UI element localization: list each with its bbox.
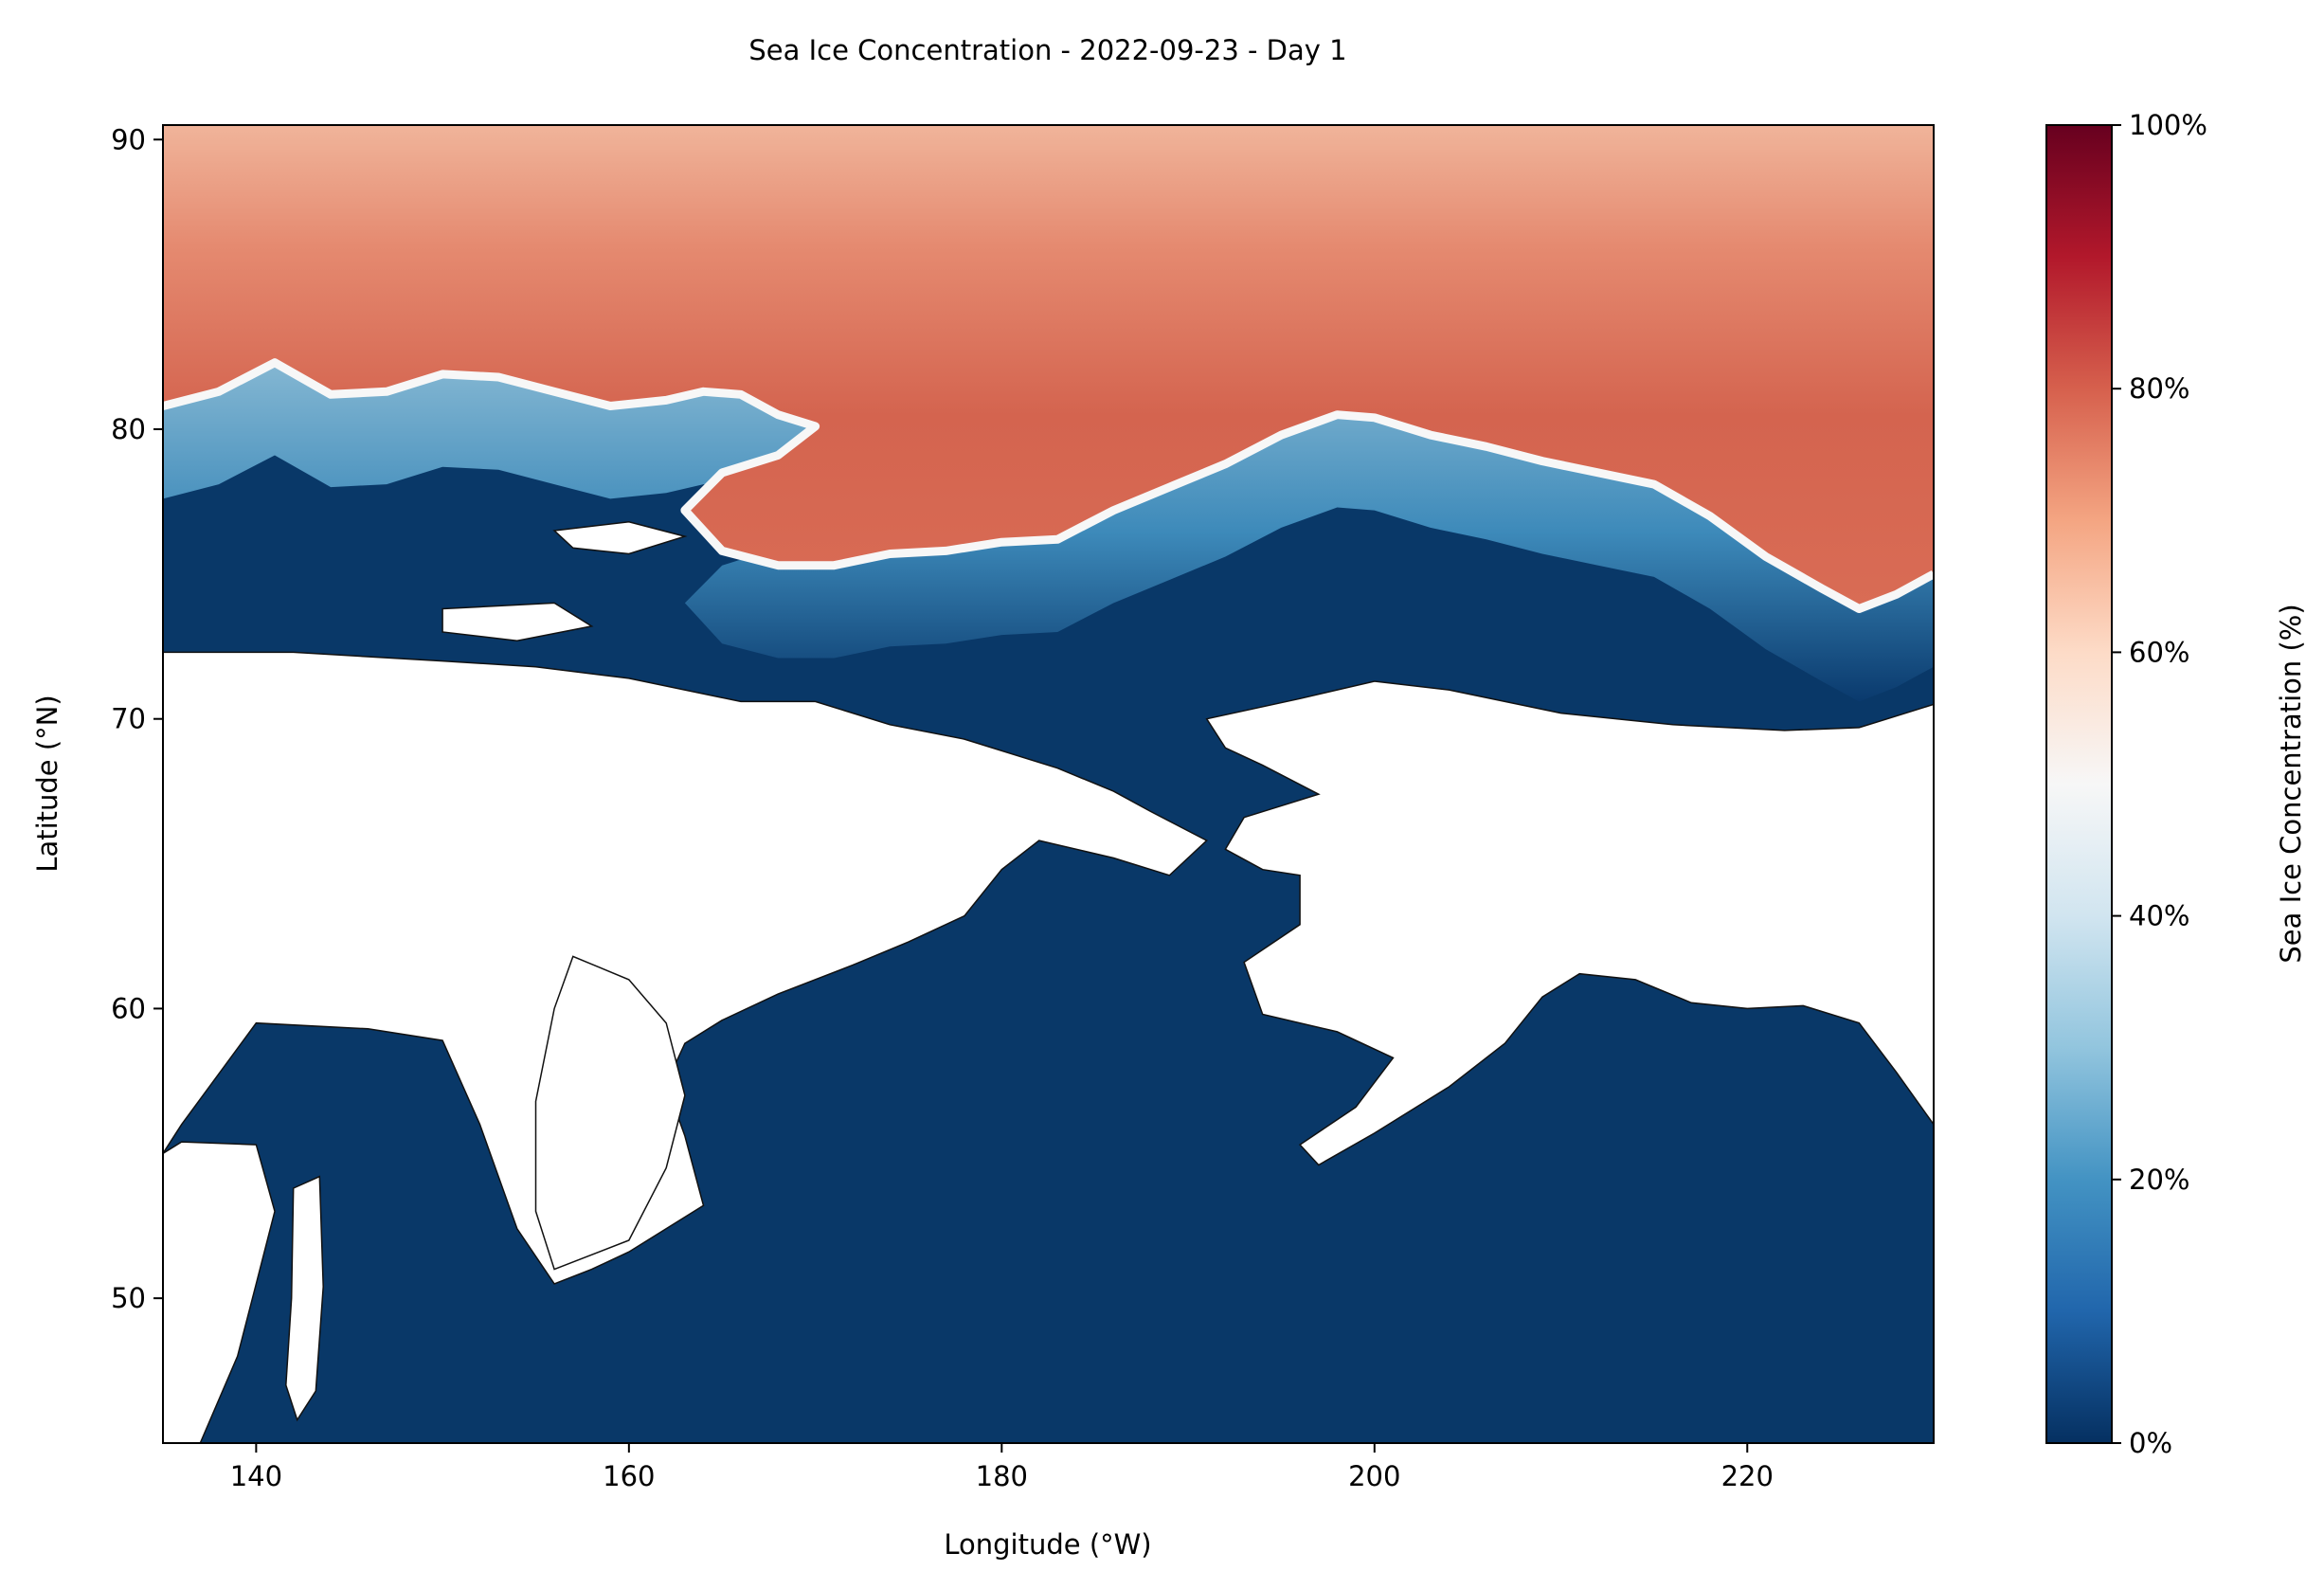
land-siberia (163, 651, 1208, 1285)
x-axis-ticks: 140 160 180 200 220 (230, 1443, 1774, 1492)
colorbar-body (2045, 124, 2113, 1444)
x-tick-label: 220 (1721, 1460, 1774, 1492)
colorbar-tick-label: 0% (2129, 1427, 2172, 1459)
colorbar-tick-label: 60% (2129, 636, 2189, 668)
colorbar-ticks: 0% 20% 40% 60% 80% 100% (2112, 109, 2207, 1459)
land-wrangel (552, 521, 688, 555)
colorbar-tick-label: 20% (2129, 1164, 2189, 1196)
plot-area (163, 125, 1934, 1443)
x-tick-label: 180 (976, 1460, 1028, 1492)
colorbar-tick-label: 40% (2129, 900, 2189, 932)
ice-edge-contour (163, 358, 1934, 613)
y-tick-label: 70 (111, 703, 146, 735)
y-axis-ticks: 50 60 70 80 90 (111, 123, 163, 1314)
y-tick-label: 50 (111, 1282, 146, 1314)
y-axis-label: Latitude (°N) (31, 695, 63, 872)
x-tick-label: 200 (1348, 1460, 1400, 1492)
land-kamchatka (534, 955, 686, 1271)
colorbar: 0% 20% 40% 60% 80% 100% Sea Ice Concentration… (2045, 109, 2307, 1459)
land-chukotka-coast (163, 1141, 276, 1443)
x-tick-label: 140 (230, 1460, 282, 1492)
pack-ice-region (163, 125, 1934, 609)
chart-title: Sea Ice Concentration - 2022-09-23 - Day… (748, 34, 1346, 66)
colorbar-tick-label: 100% (2129, 109, 2207, 141)
x-tick-label: 160 (603, 1460, 655, 1492)
land-sakhalin (285, 1175, 324, 1422)
ice-layer (163, 125, 1934, 702)
axes-frame (162, 124, 1935, 1444)
y-tick-label: 90 (111, 123, 146, 155)
marginal-ice-zone (163, 362, 1934, 702)
x-axis-label: Longitude (°W) (944, 1528, 1151, 1561)
colorbar-tick-label: 80% (2129, 372, 2189, 405)
land-alaska (1205, 680, 1934, 1166)
y-tick-label: 80 (111, 413, 146, 445)
colorbar-label: Sea Ice Concentration (%) (2275, 604, 2307, 963)
y-tick-label: 60 (111, 992, 146, 1024)
land-layer (163, 521, 1934, 1443)
land-new-siberian (441, 602, 594, 641)
